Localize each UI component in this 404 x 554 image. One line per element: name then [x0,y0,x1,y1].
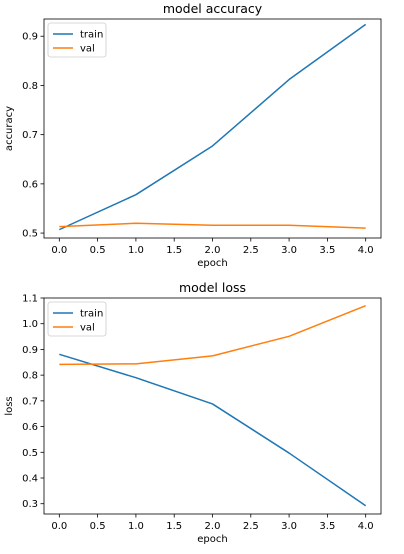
x-tick-label: 1.5 [166,245,182,256]
x-tick-label: 3.5 [319,521,335,532]
legend: train val [47,301,107,337]
y-tick-label: 0.5 [22,448,38,459]
chart-title: model loss [179,280,246,295]
y-tick-label: 0.9 [22,345,38,356]
x-tick-label: 0.5 [90,245,106,256]
legend-label-val: val [80,323,95,334]
y-tick-label: 0.4 [22,474,38,485]
plot-frame [43,297,382,515]
y-tick-label: 0.8 [22,81,38,92]
y-tick-label: 0.3 [22,499,38,510]
y-tick-label: 0.9 [22,32,38,43]
y-tick-label: 0.7 [22,130,38,141]
series-line-val [59,222,366,229]
x-tick-label: 0.0 [51,245,67,256]
chart-loss: model loss 0.0 0.5 1.0 1.5 2.0 2.5 3.0 3.5 4.0 0.3… [4,280,382,545]
x-tick-label: 3.0 [281,245,297,256]
legend-label-train: train [80,30,103,41]
y-tick-label: 0.8 [22,371,38,382]
chart-accuracy: model accuracy 0.0 0.5 1.0 1.5 2.0 2.5 3.0 3.5 4.… [4,1,382,269]
legend: train val [47,22,107,58]
y-tick-label: 0.5 [22,229,38,240]
y-tick-label: 0.6 [22,422,38,433]
x-tick-label: 2.5 [243,521,259,532]
x-tick-label: 2.5 [243,245,259,256]
x-tick-label: 1.0 [128,245,144,256]
x-tick-label: 2.0 [205,245,221,256]
legend-label-train: train [80,309,103,320]
y-tick-label: 1.1 [22,294,38,305]
plot-frame [43,18,382,239]
y-tick-label: 0.7 [22,396,38,407]
x-tick-label: 3.5 [319,245,335,256]
y-tick-label: 0.6 [22,179,38,190]
x-tick-label: 2.0 [205,521,221,532]
x-tick-label: 1.5 [166,521,182,532]
y-tick-label: 1.0 [22,319,38,330]
y-axis-label: loss [4,396,15,415]
x-tick-label: 0.5 [90,521,106,532]
y-axis-label: accuracy [4,106,15,151]
x-tick-label: 1.0 [128,521,144,532]
legend-label-val: val [80,44,95,55]
x-tick-label: 0.0 [51,521,67,532]
x-axis-label: epoch [197,258,227,269]
chart-title: model accuracy [163,1,263,16]
x-tick-label: 4.0 [358,521,374,532]
x-tick-label: 3.0 [281,521,297,532]
x-axis-label: epoch [197,534,227,545]
series-line-train [59,353,367,507]
x-tick-label: 4.0 [358,245,374,256]
